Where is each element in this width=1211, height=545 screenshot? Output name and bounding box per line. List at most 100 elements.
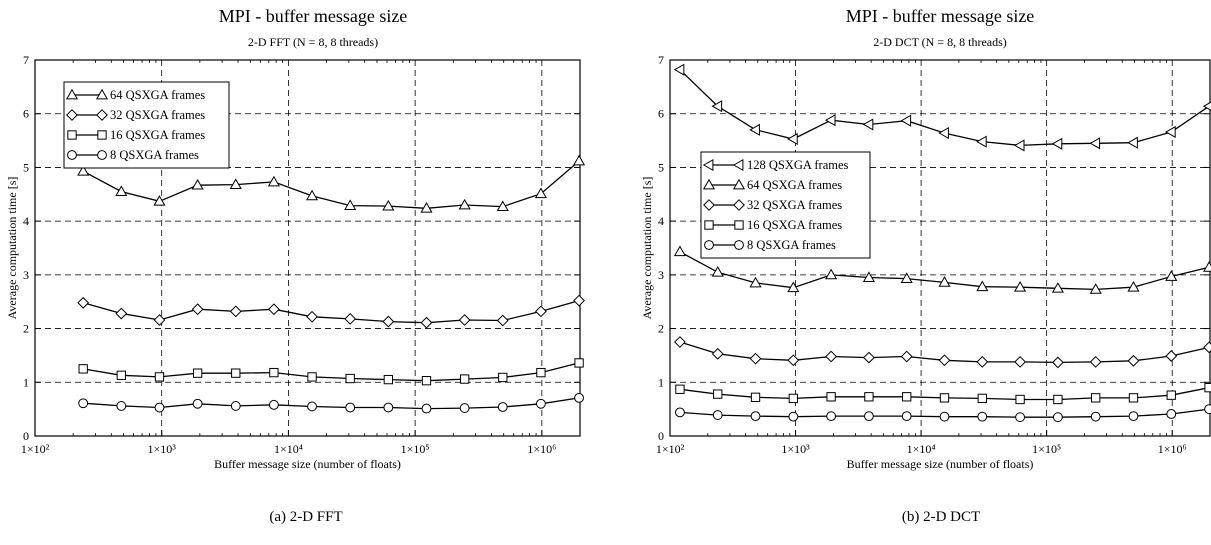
marker-diamond <box>229 305 242 318</box>
marker-diamond <box>77 296 90 309</box>
y-tick-label: 7 <box>658 53 664 67</box>
marker-triangle-left <box>702 158 714 172</box>
x-tick-label: 1×10⁴ <box>907 442 936 456</box>
marker-triangle-up <box>458 198 471 210</box>
marker-triangle-left <box>862 118 874 131</box>
marker-diamond <box>458 314 471 326</box>
caption-dct: (b) 2-D DCT <box>901 509 981 525</box>
y-tick-label: 1 <box>23 375 29 389</box>
grid <box>670 60 1210 436</box>
legend-label: 8 QSXGA frames <box>110 148 199 162</box>
marker-diamond <box>306 310 318 323</box>
marker-square <box>97 130 107 140</box>
marker-square <box>675 384 685 394</box>
marker-triangle-up <box>825 268 838 280</box>
x-tick-label: 1×10² <box>656 442 685 456</box>
marker-square <box>713 389 723 399</box>
marker-square <box>826 392 836 402</box>
marker-square <box>1053 394 1063 405</box>
marker-diamond <box>496 314 509 327</box>
x-tick-label: 1×10⁵ <box>1032 442 1061 456</box>
chart-fft: MPI - buffer message size 2-D FFT (N = 8,… <box>5 6 586 471</box>
marker-circle <box>78 398 89 409</box>
marker-triangle-up <box>95 88 109 100</box>
marker-circle <box>421 403 432 414</box>
legend-box <box>63 81 230 169</box>
marker-triangle-up <box>1014 281 1027 292</box>
marker-diamond <box>938 354 951 367</box>
marker-square <box>383 374 393 385</box>
marker-triangle-up <box>420 202 433 213</box>
marker-circle <box>97 150 107 160</box>
legend-label: 64 QSXGA frames <box>110 88 205 102</box>
marker-diamond <box>711 347 724 360</box>
marker-triangle-up <box>153 195 166 206</box>
marker-diamond <box>863 351 875 364</box>
marker-triangle-left <box>1013 139 1025 152</box>
marker-circle <box>345 402 356 413</box>
marker-circle <box>788 411 799 422</box>
marker-triangle-up <box>862 271 875 282</box>
marker-circle <box>1204 404 1211 415</box>
marker-circle <box>1128 411 1139 422</box>
marker-circle <box>675 407 685 418</box>
marker-diamond <box>825 350 838 363</box>
series <box>675 382 1211 405</box>
marker-diamond <box>703 199 715 211</box>
marker-square <box>67 130 77 140</box>
marker-circle <box>939 411 950 422</box>
marker-diamond <box>976 355 989 368</box>
marker-square <box>1015 394 1025 405</box>
marker-square <box>307 372 317 382</box>
marker-triangle-left <box>711 100 723 113</box>
marker-triangle-up <box>229 178 242 190</box>
marker-square <box>977 393 987 404</box>
marker-diamond <box>749 352 762 365</box>
marker-circle <box>712 410 723 420</box>
marker-diamond <box>96 109 108 121</box>
y-tick-label: 2 <box>658 322 664 336</box>
marker-square <box>750 392 761 402</box>
marker-diamond <box>535 305 547 318</box>
marker-circle <box>826 411 837 422</box>
marker-square <box>1128 393 1139 403</box>
marker-diamond <box>153 314 166 326</box>
x-tick-label: 1×10³ <box>781 442 810 456</box>
y-tick-label: 7 <box>23 53 29 67</box>
marker-triangle-up <box>534 187 547 199</box>
y-tick-label: 0 <box>23 429 29 443</box>
legend-label: 32 QSXGA frames <box>110 108 205 122</box>
marker-circle <box>459 403 470 413</box>
series <box>78 358 584 386</box>
marker-circle <box>1166 409 1177 419</box>
marker-circle <box>67 150 77 160</box>
marker-diamond <box>115 307 128 320</box>
marker-diamond <box>1014 355 1027 368</box>
marker-circle <box>535 398 546 409</box>
marker-circle <box>574 392 584 403</box>
marker-square <box>154 372 165 382</box>
marker-triangle-left <box>938 126 949 140</box>
marker-square <box>78 364 88 374</box>
y-tick-label: 3 <box>23 268 29 282</box>
marker-triangle-left <box>673 63 685 76</box>
marker-diamond <box>787 354 800 367</box>
marker-square <box>939 393 950 403</box>
series <box>77 294 585 329</box>
marker-triangle-up <box>65 88 79 100</box>
marker-triangle-up <box>702 178 716 190</box>
series <box>674 336 1211 369</box>
marker-circle <box>863 411 874 422</box>
marker-circle <box>154 402 165 413</box>
marker-circle <box>230 401 241 411</box>
marker-square <box>345 373 355 384</box>
marker-circle <box>750 411 761 422</box>
marker-triangle-up <box>115 185 128 196</box>
marker-diamond <box>1203 341 1211 354</box>
marker-triangle-left <box>1089 137 1101 150</box>
marker-triangle-up <box>305 189 319 201</box>
legend-label: 16 QSXGA frames <box>110 128 205 142</box>
marker-triangle-left <box>1165 125 1176 139</box>
marker-diamond <box>1165 350 1178 362</box>
marker-square <box>1204 382 1211 393</box>
